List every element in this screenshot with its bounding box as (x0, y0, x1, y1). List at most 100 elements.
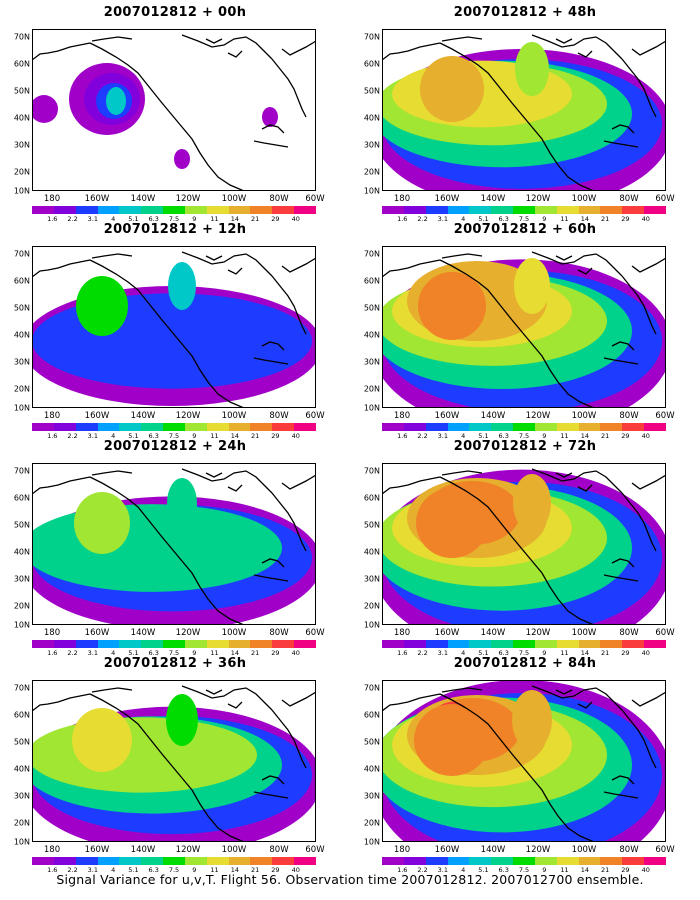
colorbar-labels: 1.6 2.2 3.1 4 5.1 6.3 7.5 9 11 14 21 29 40 (382, 432, 666, 442)
colorbar-label: 5.1 (478, 866, 489, 874)
coastline (227, 267, 243, 275)
colorbar-label: 1.6 (47, 215, 58, 223)
colorbar-swatch (534, 640, 557, 648)
coastline (205, 472, 223, 478)
coastline (181, 251, 273, 277)
longitude-tick-label: 140W (480, 845, 506, 855)
panel-title: 2007012812 + 36h (103, 656, 247, 671)
longitude-tick-label: 80W (269, 628, 289, 638)
latitude-tick-label: 40N (363, 764, 380, 774)
colorbar-label: 40 (291, 649, 300, 657)
latitude-tick-label: 10N (363, 620, 380, 630)
coastline (253, 574, 289, 582)
colorbar-label: 5.1 (478, 215, 489, 223)
colorbar-label: 7.5 (168, 649, 180, 657)
colorbar-label: 9 (192, 432, 197, 440)
longitude-tick-label: 160W (434, 628, 460, 638)
colorbar-swatch (578, 857, 601, 865)
colorbar-swatch (163, 206, 185, 214)
colorbar-swatch (534, 206, 557, 214)
longitude-labels: 180 160W 140W 120W 100W 80W 60W (32, 845, 325, 857)
latitude-tick-label: 20N (13, 384, 30, 394)
coastline (441, 687, 483, 693)
longitude-tick-label: 160W (84, 194, 110, 204)
longitude-tick-label: 80W (619, 628, 639, 638)
colorbar-swatch (163, 640, 185, 648)
latitude-tick-label: 60N (363, 493, 380, 503)
latitude-labels: 70N 60N 50N 40N 30N 20N 10N (0, 680, 30, 847)
colorbar-label: 3.1 (437, 649, 449, 657)
longitude-tick-label: 120W (525, 411, 551, 421)
colorbar-label: 5.1 (478, 432, 489, 440)
coastline (555, 38, 573, 44)
map-plot (382, 463, 666, 625)
longitude-tick-label: 100W (571, 194, 597, 204)
colorbar-swatch (513, 857, 535, 865)
latitude-tick-label: 70N (363, 466, 380, 476)
panel-title: 2007012812 + 84h (453, 656, 597, 671)
coastline (621, 709, 657, 769)
coastline (261, 775, 285, 785)
coastline (603, 574, 639, 582)
colorbar-label: 4 (111, 215, 116, 223)
latitude-labels: 70N 60N 50N 40N 30N 20N 10N (0, 463, 30, 630)
latitude-tick-label: 70N (363, 683, 380, 693)
coastline (531, 468, 623, 494)
colorbar-swatch (469, 423, 492, 431)
coastline (227, 701, 243, 709)
colorbar-swatch (294, 857, 316, 865)
coastline (91, 253, 133, 259)
longitude-tick-label: 120W (525, 628, 551, 638)
colorbar (32, 857, 316, 865)
colorbar-label: 6.3 (498, 215, 509, 223)
colorbar-label: 14 (580, 649, 589, 657)
colorbar-label: 4 (111, 432, 116, 440)
longitude-tick-label: 160W (84, 411, 110, 421)
coastline (382, 259, 441, 278)
longitude-tick-label: 100W (571, 845, 597, 855)
colorbar-swatch (75, 423, 98, 431)
colorbar-label: 21 (251, 215, 260, 223)
latitude-tick-label: 30N (363, 574, 380, 584)
colorbar-label: 3.1 (87, 866, 99, 874)
colorbar-swatch (53, 640, 76, 648)
latitude-tick-label: 60N (13, 59, 30, 69)
colorbar-swatch (163, 857, 185, 865)
colorbar-label: 2.2 (67, 649, 78, 657)
longitude-tick-label: 120W (175, 628, 201, 638)
coastline (577, 50, 593, 58)
colorbar-label: 40 (641, 866, 650, 874)
coastline (631, 474, 666, 490)
colorbar-swatch (600, 206, 623, 214)
colorbar-label: 3.1 (437, 215, 449, 223)
latitude-tick-label: 40N (363, 330, 380, 340)
map-panel: 2007012812 + 36h 70N 60N 50N 40N 30N 20N 10N 180… (0, 656, 350, 874)
colorbar-label: 7.5 (518, 866, 530, 874)
longitude-tick-label: 160W (84, 845, 110, 855)
longitude-tick-label: 100W (571, 628, 597, 638)
colorbar-label: 1.6 (397, 215, 408, 223)
colorbar-swatch (622, 857, 645, 865)
longitude-tick-label: 140W (130, 194, 156, 204)
longitude-tick-label: 120W (525, 194, 551, 204)
colorbar-swatch (447, 857, 470, 865)
coastline (531, 685, 623, 711)
colorbar-swatch (644, 206, 666, 214)
colorbar-label: 3.1 (437, 866, 449, 874)
colorbar-label: 21 (601, 215, 610, 223)
latitude-tick-label: 40N (13, 764, 30, 774)
colorbar-swatch (97, 206, 120, 214)
colorbar-label: 11 (560, 432, 569, 440)
longitude-tick-label: 80W (269, 411, 289, 421)
longitude-tick-label: 60W (655, 845, 675, 855)
longitude-tick-label: 160W (434, 194, 460, 204)
colorbar-swatch (75, 206, 98, 214)
colorbar-label: 40 (291, 432, 300, 440)
longitude-labels: 180 160W 140W 120W 100W 80W 60W (382, 411, 675, 423)
coastline (531, 251, 623, 277)
latitude-tick-label: 50N (363, 520, 380, 530)
colorbar-label: 29 (621, 432, 630, 440)
colorbar-label: 2.2 (417, 432, 428, 440)
colorbar-swatch (228, 423, 251, 431)
longitude-tick-label: 80W (619, 194, 639, 204)
